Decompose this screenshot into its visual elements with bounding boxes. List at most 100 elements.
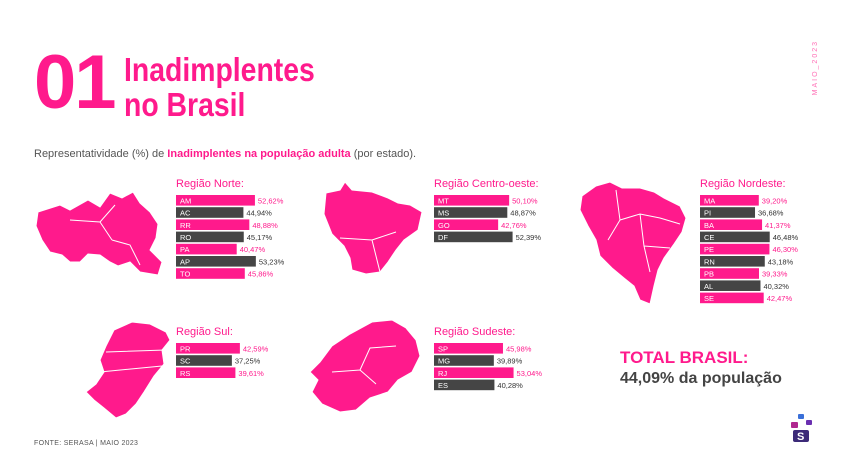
value-label-sc: 37,25% xyxy=(235,357,261,366)
serasa-logo-icon: S xyxy=(791,414,812,443)
value-label-es: 40,28% xyxy=(497,381,523,390)
bar-df xyxy=(434,231,513,243)
chart-title-regiao-sudeste: Região Sudeste: xyxy=(434,326,515,338)
map-norte-icon xyxy=(35,191,163,276)
bar-pr xyxy=(176,343,240,354)
page-title-line-1: Inadimplentes xyxy=(124,51,315,88)
value-label-pb: 39,33% xyxy=(762,270,788,279)
bar-sc xyxy=(176,355,232,366)
bar-rr xyxy=(176,219,250,230)
value-label-ac: 44,94% xyxy=(246,209,272,218)
subtitle-suffix: (por estado). xyxy=(350,148,417,160)
bar-label-am: AM xyxy=(180,196,191,205)
bar-label-es: ES xyxy=(438,381,448,390)
value-label-ce: 46,48% xyxy=(773,233,799,242)
bar-label-pe: PE xyxy=(704,245,714,254)
bar-ba xyxy=(700,219,763,230)
bar-label-sp: SP xyxy=(438,344,448,353)
bar-ma xyxy=(700,195,759,206)
value-label-ap: 53,23% xyxy=(259,257,285,266)
bar-ce xyxy=(700,231,770,243)
bar-label-ro: RO xyxy=(180,233,191,242)
bar-label-sc: SC xyxy=(180,357,191,366)
value-label-pr: 42,59% xyxy=(243,344,269,353)
value-label-mt: 50,10% xyxy=(512,196,538,205)
svg-text:S: S xyxy=(797,431,804,443)
bar-go xyxy=(434,219,499,230)
bar-label-ce: CE xyxy=(704,233,714,242)
value-label-rr: 48,88% xyxy=(252,221,278,230)
map-sudeste-icon xyxy=(309,319,421,413)
bar-pe xyxy=(700,243,770,255)
bar-label-ba: BA xyxy=(704,221,714,230)
bar-label-rj: RJ xyxy=(438,369,447,378)
section-number: 01 xyxy=(34,40,117,125)
bar-es xyxy=(434,379,495,391)
bar-label-rn: RN xyxy=(704,257,715,266)
bar-mg xyxy=(434,355,494,366)
bar-ms xyxy=(434,207,508,218)
bar-label-go: GO xyxy=(438,221,450,230)
bar-label-ac: AC xyxy=(180,209,191,218)
value-label-se: 42,47% xyxy=(767,294,793,303)
bar-label-al: AL xyxy=(704,282,713,291)
bar-am xyxy=(176,195,255,206)
value-label-sp: 45,98% xyxy=(506,344,532,353)
value-label-to: 45,86% xyxy=(248,270,274,279)
bar-label-df: DF xyxy=(438,233,448,242)
bar-label-pb: PB xyxy=(704,270,714,279)
bar-label-to: TO xyxy=(180,270,190,279)
subtitle-prefix: Representatividade (%) de xyxy=(34,148,168,160)
subtitle-highlight: Inadimplentes na população adulta xyxy=(167,148,351,160)
value-label-mg: 39,89% xyxy=(497,357,523,366)
bar-mt xyxy=(434,195,510,206)
total-value: 44,09% da população xyxy=(620,370,782,387)
bar-to xyxy=(176,268,245,279)
chart-title-regiao-sul: Região Sul: xyxy=(176,326,233,338)
value-label-ba: 41,37% xyxy=(765,221,791,230)
bar-rj xyxy=(434,367,514,378)
total-label: TOTAL BRASIL: xyxy=(620,348,749,367)
value-label-pi: 36,68% xyxy=(758,209,784,218)
value-label-df: 52,39% xyxy=(516,233,542,242)
map-centro-oeste-icon xyxy=(323,181,423,275)
value-label-pa: 40,47% xyxy=(240,245,266,254)
bar-label-mt: MT xyxy=(438,196,449,205)
value-label-ms: 48,87% xyxy=(510,209,536,218)
value-label-al: 40,32% xyxy=(763,282,789,291)
bar-label-rr: RR xyxy=(180,221,191,230)
value-label-ro: 45,17% xyxy=(247,233,273,242)
chart-title-regiao-centro-oeste: Região Centro-oeste: xyxy=(434,178,539,190)
bar-ap xyxy=(176,256,256,267)
page-title: Inadimplentes no Brasil xyxy=(124,52,315,122)
value-label-pe: 46,30% xyxy=(772,245,798,254)
map-sul-icon xyxy=(85,321,171,419)
bar-pa xyxy=(176,243,237,255)
source-footer: FONTE: SERASA | MAIO 2023 xyxy=(34,440,139,447)
bar-label-pr: PR xyxy=(180,344,191,353)
bar-sp xyxy=(434,343,503,354)
bar-label-ma: MA xyxy=(704,196,715,205)
bar-label-ms: MS xyxy=(438,209,449,218)
bar-label-mg: MG xyxy=(438,357,450,366)
total-brasil: TOTAL BRASIL: 44,09% da população xyxy=(620,348,782,388)
bar-label-rs: RS xyxy=(180,369,190,378)
bar-pb xyxy=(700,268,759,279)
chart-title-regiao-nordeste: Região Nordeste: xyxy=(700,178,786,190)
value-label-rj: 53,04% xyxy=(517,369,543,378)
page-title-line-2: no Brasil xyxy=(124,86,246,123)
chart-title-regiao-norte: Região Norte: xyxy=(176,178,244,190)
value-label-go: 42,76% xyxy=(501,221,527,230)
bar-rn xyxy=(700,256,765,267)
bar-rs xyxy=(176,367,236,378)
value-label-am: 52,62% xyxy=(258,196,284,205)
bar-pi xyxy=(700,207,756,218)
value-label-ma: 39,20% xyxy=(762,196,788,205)
bar-label-pi: PI xyxy=(704,209,711,218)
subtitle: Representatividade (%) de Inadimplentes … xyxy=(34,148,416,160)
bar-label-ap: AP xyxy=(180,257,190,266)
bar-label-se: SE xyxy=(704,294,714,303)
bar-se xyxy=(700,292,764,304)
bar-ac xyxy=(176,207,244,218)
